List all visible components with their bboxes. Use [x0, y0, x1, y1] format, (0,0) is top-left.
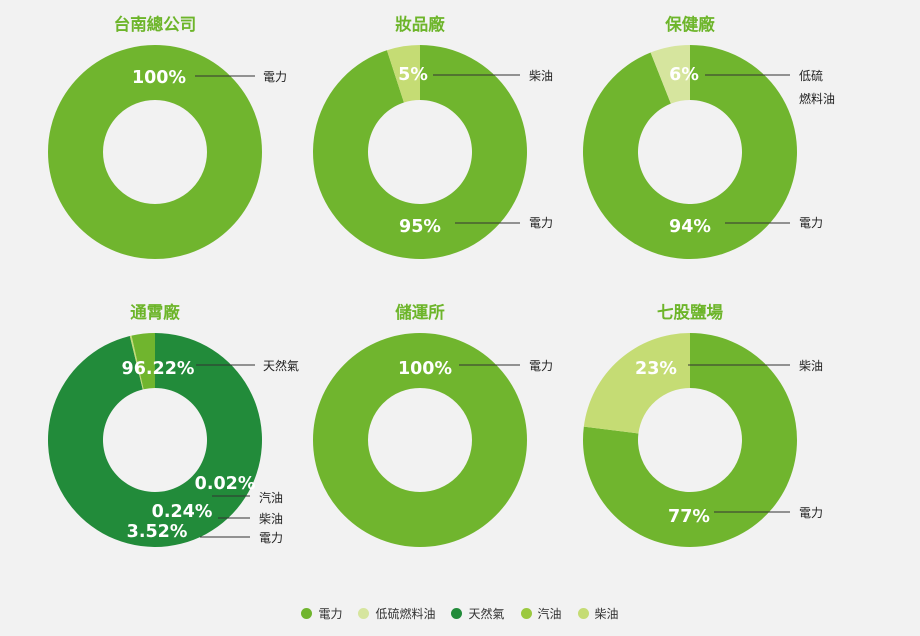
slice-category-label: 電力	[799, 506, 823, 520]
legend-swatch	[301, 607, 313, 619]
chart-title: 七股鹽場	[657, 302, 724, 322]
donut-slice	[312, 45, 527, 259]
slice-category-label: 電力	[263, 70, 287, 84]
legend-label: 汽油	[537, 606, 562, 621]
legend-item: 低硫燃料油	[358, 605, 435, 622]
slice-category-label: 燃料油	[799, 91, 835, 106]
slice-category-label: 電力	[259, 531, 283, 545]
donut-slice	[48, 333, 263, 547]
legend-item: 天然氣	[451, 605, 505, 622]
donut-slice	[583, 45, 797, 259]
legend-label: 電力	[318, 606, 343, 621]
legend-label: 低硫燃料油	[375, 606, 436, 621]
donut-slice	[583, 332, 690, 434]
legend-item: 電力	[301, 605, 342, 622]
legend-swatch	[520, 607, 532, 619]
slice-percent-label: 77%	[668, 507, 710, 527]
slice-percent-label: 5%	[398, 65, 428, 85]
slice-category-label: 低硫	[799, 68, 823, 83]
chart-title: 妝品廠	[395, 14, 445, 34]
donut-chart: 通霄廠 96.22% 天然氣 0.02%汽油 0.24% 柴油 3.52% 電力	[48, 302, 299, 547]
slice-percent-label: 23%	[635, 359, 677, 379]
chart-title: 儲運所	[395, 302, 445, 322]
legend-item: 汽油	[520, 605, 562, 622]
donut-slice	[313, 333, 527, 547]
donut-slice	[583, 333, 797, 547]
slice-percent-label: 100%	[132, 68, 186, 88]
slice-percent-label: 100%	[398, 359, 452, 379]
slice-category-label: 電力	[529, 216, 553, 230]
slice-category-label: 柴油	[529, 69, 553, 83]
legend-label: 天然氣	[468, 606, 505, 621]
donut-slice	[131, 333, 155, 390]
legend-label: 柴油	[594, 606, 619, 621]
donut-slice	[650, 45, 690, 104]
legend-item: 柴油	[577, 605, 619, 622]
chart-title: 通霄廠	[130, 302, 180, 322]
slice-category-label: 電力	[529, 359, 553, 373]
slice-category-label: 柴油	[799, 359, 823, 373]
slice-percent-label: 0.02%	[195, 474, 256, 494]
donut-chart: 儲運所 100% 電力	[313, 302, 553, 547]
chart-title: 台南總公司	[114, 14, 197, 34]
slice-percent-label: 95%	[399, 217, 441, 237]
slice-category-label: 柴油	[259, 512, 283, 526]
chart-title: 保健廠	[664, 14, 715, 34]
legend-swatch	[358, 607, 370, 619]
slice-percent-label: 6%	[669, 65, 699, 85]
donut-chart: 七股鹽場 77% 電力 23% 柴油	[583, 302, 823, 547]
slice-category-label: 天然氣	[263, 358, 299, 373]
donut-slice	[386, 45, 420, 103]
donut-chart: 妝品廠 95% 電力 5% 柴油	[312, 14, 553, 259]
legend: 電力 低硫燃料油 天然氣 汽油 柴油	[0, 603, 920, 623]
donut-slice	[129, 335, 143, 390]
donut-chart: 保健廠 94% 電力 6% 低硫燃料油	[583, 14, 835, 259]
legend-swatch	[451, 607, 463, 619]
donut-slice	[48, 45, 262, 259]
slice-category-label: 汽油	[259, 490, 283, 505]
donut-slice	[129, 335, 144, 390]
legend-swatch	[577, 607, 589, 619]
slice-percent-label: 96.22%	[122, 359, 195, 379]
slice-category-label: 電力	[799, 216, 823, 230]
slice-percent-label: 0.24%	[152, 502, 213, 522]
slice-percent-label: 94%	[669, 217, 711, 237]
slice-percent-label: 3.52%	[127, 522, 188, 542]
donut-chart: 台南總公司 100% 電力	[48, 14, 287, 259]
